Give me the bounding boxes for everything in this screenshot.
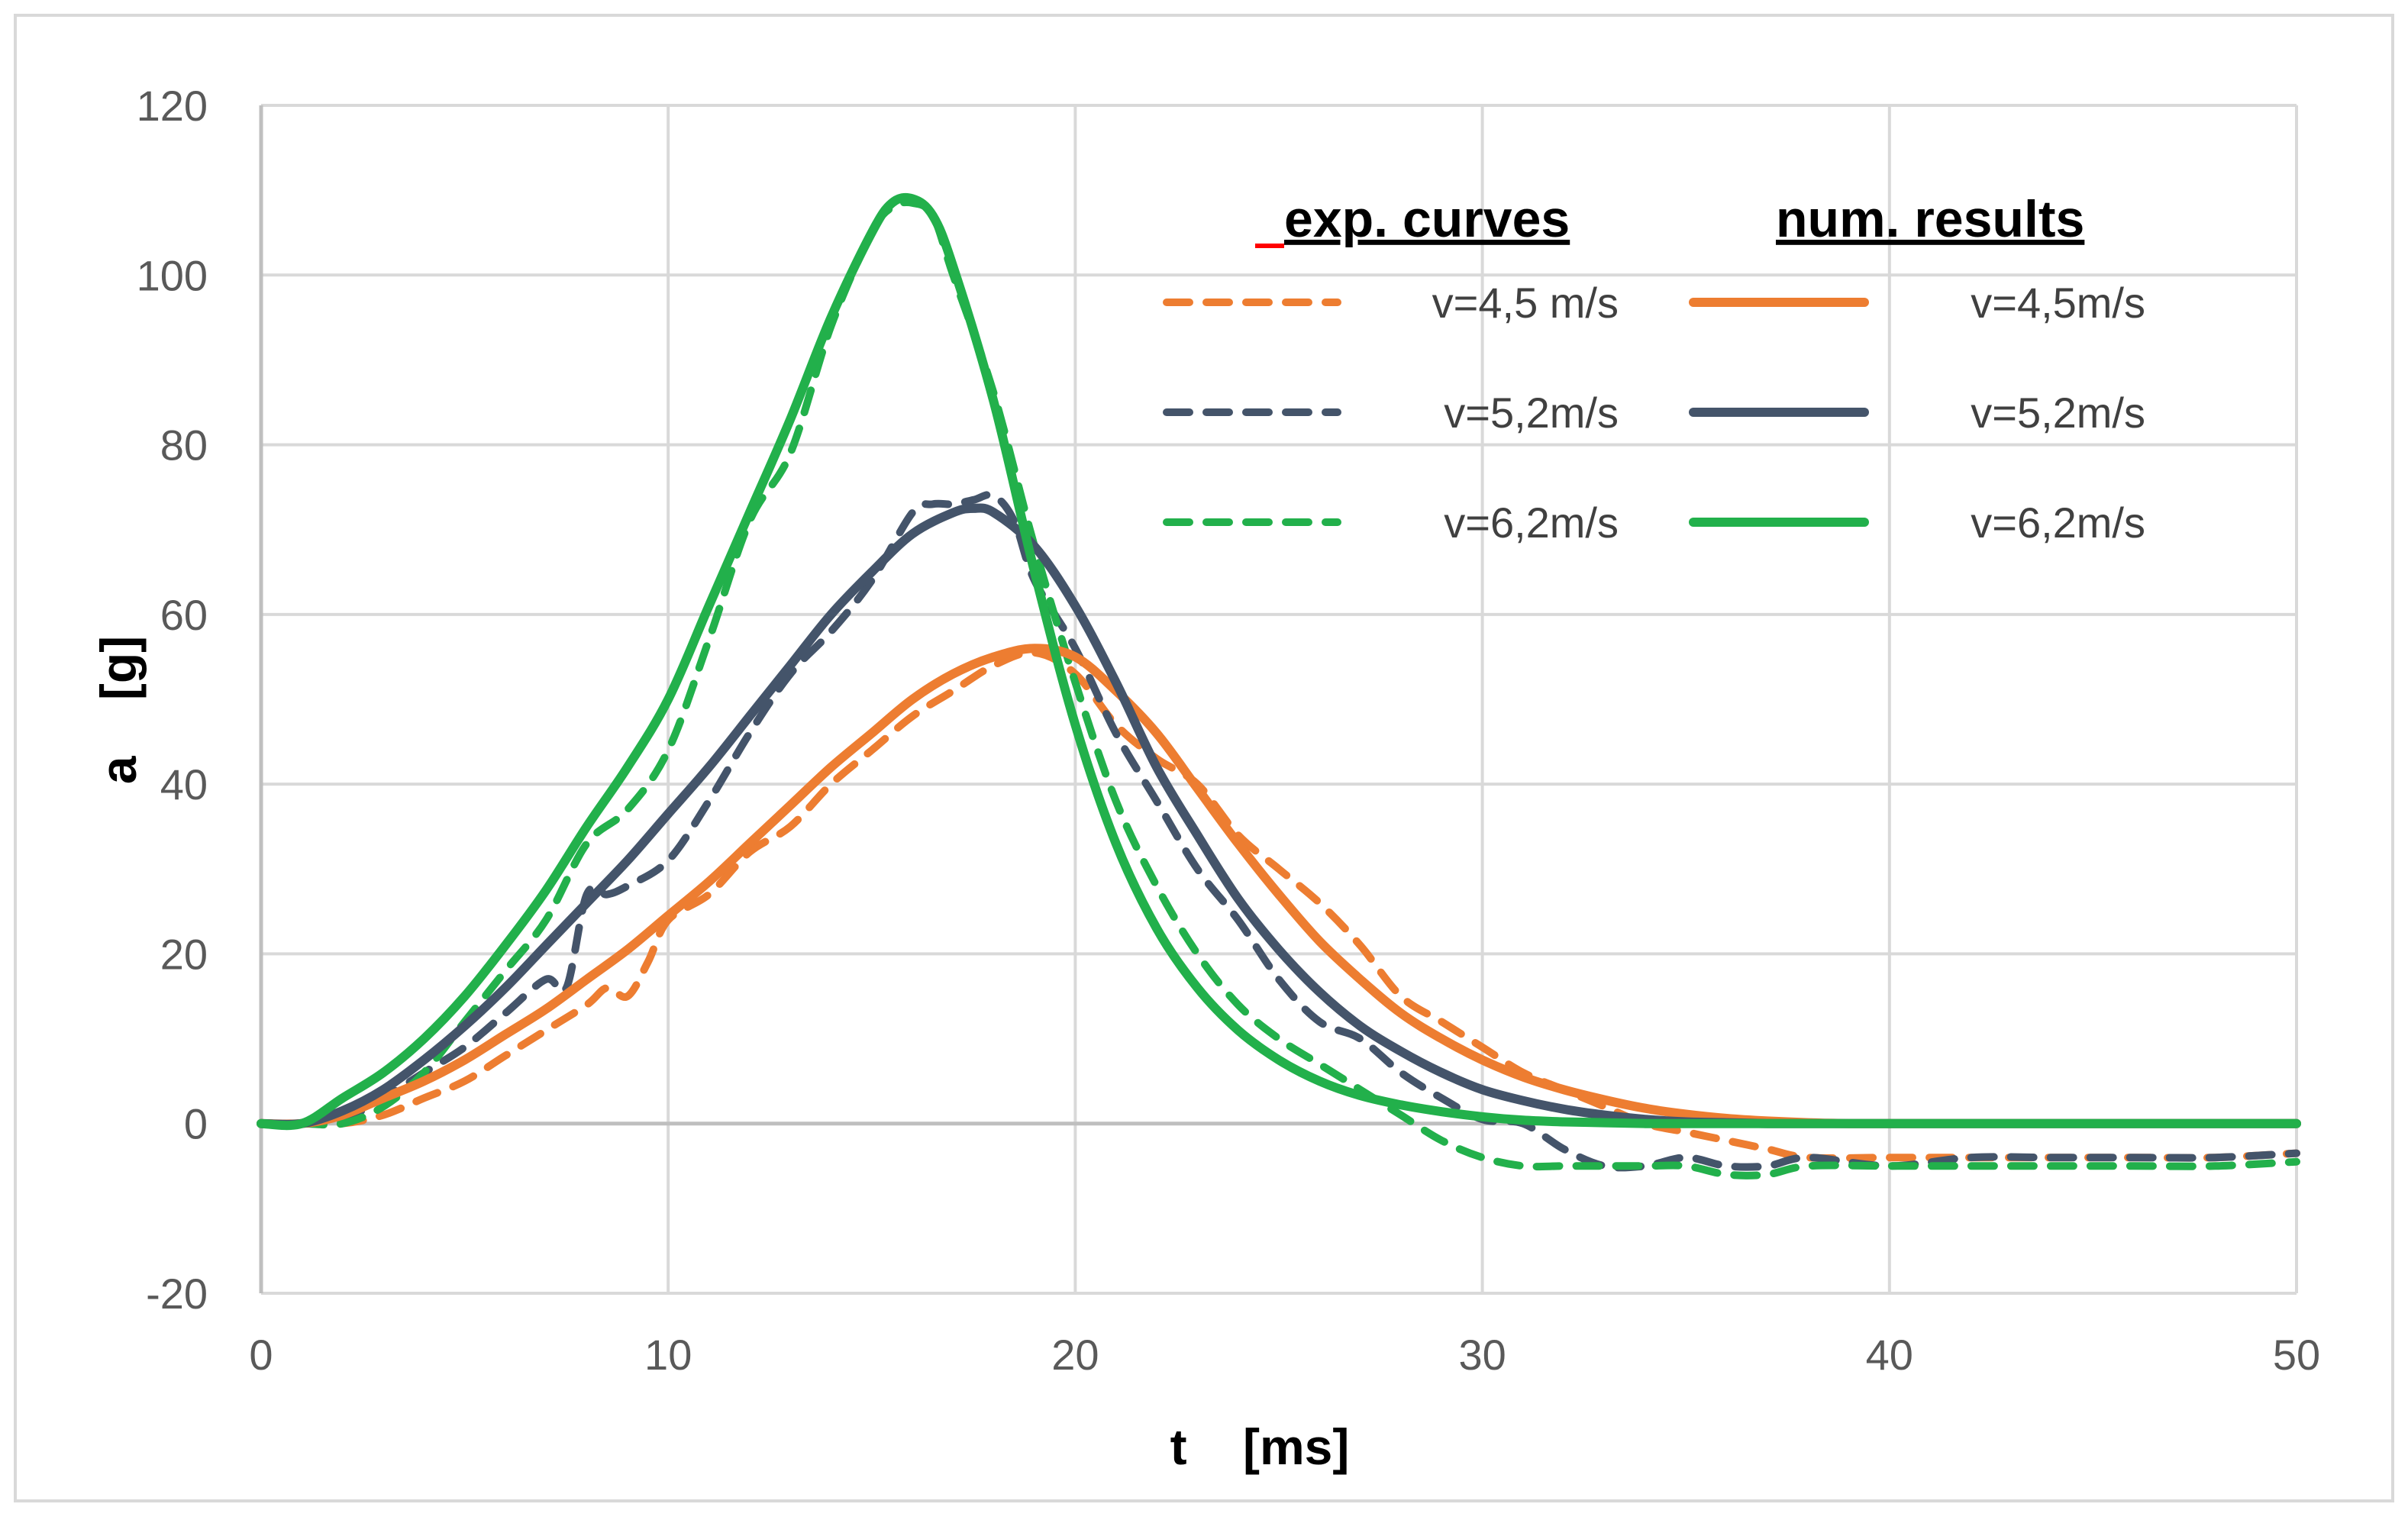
y-tick-label: -20	[146, 1270, 208, 1318]
legend-header-exp: exp. curves	[1284, 190, 1570, 248]
x-tick-label: 10	[644, 1331, 692, 1379]
legend-label: v=4,5 m/s	[1432, 279, 1619, 327]
y-tick-label: 100	[137, 251, 208, 299]
legend: exp. curves num. results v=4,5 m/s v=5,2m…	[1163, 190, 2145, 547]
legend-label: v=6,2m/s	[1444, 499, 1619, 547]
y-tick-label: 80	[160, 421, 208, 470]
y-tick-label: 60	[160, 591, 208, 639]
x-tick-label: 20	[1051, 1331, 1099, 1379]
series-line-num-v-6-2m-s	[257, 192, 2301, 1131]
x-tick-label: 0	[249, 1331, 273, 1379]
y-tick-label: 0	[184, 1100, 208, 1148]
tick-labels: -20 0 20 40 60 80 100 120 0 10 20 30 40 50	[137, 82, 2321, 1379]
series-line-exp-v-5-2m-s	[257, 490, 2300, 1172]
legend-header-num: num. results	[1776, 190, 2084, 248]
legend-entries: v=4,5 m/s v=5,2m/s v=6,2m/s v=4,5m/s v=5,2m/…	[1163, 279, 2145, 547]
x-tick-label: 40	[1866, 1331, 1913, 1379]
y-tick-label: 20	[160, 930, 208, 978]
legend-label: v=5,2m/s	[1971, 389, 2145, 437]
legend-label: v=4,5m/s	[1971, 279, 2145, 327]
series-line-exp-v-6-2m-s	[257, 198, 2300, 1180]
y-tick-label: 40	[160, 760, 208, 808]
y-axis-title: a [g]	[90, 636, 147, 784]
legend-label: v=6,2m/s	[1971, 499, 2145, 547]
x-axis-title: t [ms]	[1170, 1418, 1350, 1475]
data-series	[257, 192, 2301, 1180]
y-tick-label: 120	[137, 82, 208, 130]
x-tick-label: 50	[2273, 1331, 2320, 1379]
legend-label: v=5,2m/s	[1444, 389, 1619, 437]
chart-border	[14, 14, 2394, 1502]
x-tick-label: 30	[1458, 1331, 1506, 1379]
